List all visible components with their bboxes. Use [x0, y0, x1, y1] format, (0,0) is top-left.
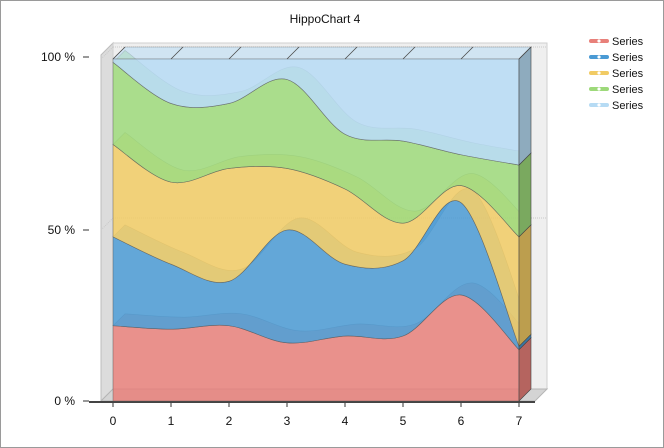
gridline: [100, 46, 114, 60]
legend-item: Series: [589, 68, 644, 80]
legend-label: Series: [612, 68, 644, 80]
x-tick-label: 7: [516, 414, 523, 428]
legend-marker: [597, 103, 601, 107]
x-tick-label: 3: [284, 414, 291, 428]
x-tick-label: 6: [458, 414, 465, 428]
legend-marker: [597, 71, 601, 75]
top-cap-slat: [286, 46, 300, 60]
legend-label: Series: [612, 84, 644, 96]
legend-item: Series: [589, 36, 644, 48]
x-tick-label: 4: [342, 414, 349, 428]
x-tick-label: 2: [226, 414, 233, 428]
area-side-face: [518, 224, 532, 348]
left-wall: [100, 41, 114, 403]
legend-item: Series: [589, 52, 644, 64]
legend-marker: [597, 39, 601, 43]
top-cap-slat: [112, 46, 126, 60]
area-series-group: [112, 46, 532, 402]
area-front-face: [112, 58, 520, 166]
top-cap-slat: [518, 46, 532, 60]
y-tick-label: 100 %: [41, 50, 75, 64]
top-cap-slat: [402, 46, 416, 60]
area-top-surface: [112, 46, 532, 60]
x-axis-line: [89, 401, 535, 403]
x-tick-label: 5: [400, 414, 407, 428]
legend-label: Series: [612, 36, 644, 48]
x-axis-ticks: 0 1 2 3 4 5 6 7: [110, 403, 523, 428]
x-tick-label: 1: [168, 414, 175, 428]
top-cap-slat: [460, 46, 474, 60]
top-cap-slat: [344, 46, 358, 60]
y-axis-ticks: 0 % 50 % 100 %: [41, 50, 89, 408]
y-tick-label: 0 %: [54, 394, 75, 408]
top-cap-slat: [228, 46, 242, 60]
top-cap-slat: [170, 46, 184, 60]
legend-marker: [597, 87, 601, 91]
legend-label: Series: [612, 52, 644, 64]
legend-label: Series: [612, 100, 644, 112]
chart-title: HippoChart 4: [290, 12, 361, 26]
legend-item: Series: [589, 84, 644, 96]
legend-item: Series: [589, 100, 644, 112]
legend-marker: [597, 55, 601, 59]
area-side-face: [518, 152, 532, 238]
x-tick-label: 0: [110, 414, 117, 428]
y-tick-label: 50 %: [48, 223, 76, 237]
area-side-face: [518, 46, 532, 166]
legend: Series Series Series Series Series: [589, 36, 644, 112]
gridline: [100, 217, 114, 231]
